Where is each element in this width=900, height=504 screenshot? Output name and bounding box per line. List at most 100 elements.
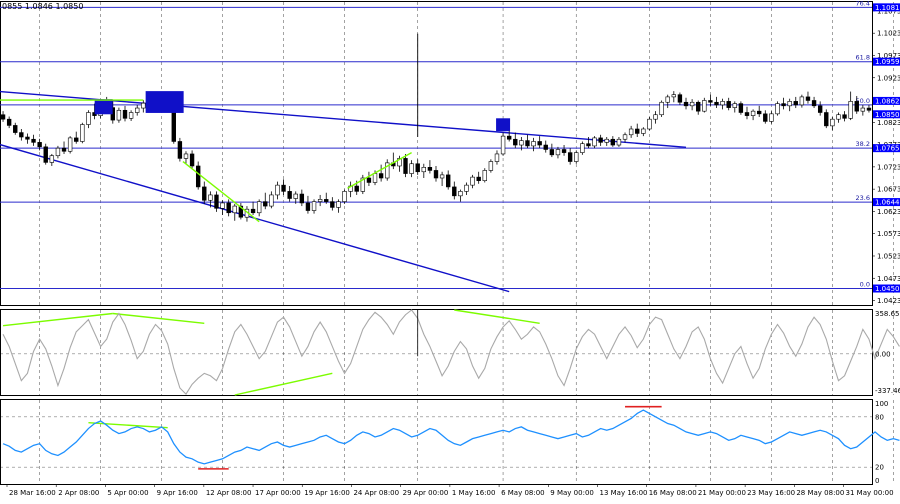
dashed-gridlines [0, 2, 894, 484]
price-box-label-1: 1.0959 [875, 58, 900, 66]
price-box-3 [873, 110, 900, 119]
candle-body-48 [293, 193, 298, 199]
candle-body-34 [208, 194, 213, 201]
candle-body-10 [61, 147, 67, 152]
marker-box-1 [145, 91, 184, 113]
rsi-divergence-line-0 [88, 421, 168, 429]
candle-body-69 [421, 167, 426, 173]
candle-body-115 [702, 100, 707, 112]
candle-body-7 [43, 146, 48, 163]
price-box-2 [873, 96, 900, 105]
candle-body-117 [714, 101, 719, 106]
candle-body-0 [0, 114, 6, 120]
time-label-14: 21 May 00:00 [698, 489, 746, 497]
candle-body-111 [677, 94, 683, 103]
candle-body-121 [738, 103, 744, 113]
fib-label-2: 50.0 [856, 97, 870, 105]
time-label-13: 16 May 08:00 [649, 489, 697, 497]
time-label-2: 5 Apr 00:00 [107, 489, 148, 497]
candle-body-113 [689, 101, 695, 107]
candle-body-92 [561, 149, 567, 153]
candle-body-99 [604, 138, 609, 143]
time-axis: 28 Mar 16:00 2 Apr 08:00 5 Apr 00:00 9 Apr … [6, 484, 894, 497]
oscillator-divergence-line-0 [2, 312, 113, 327]
price-tick-label-2: 1.0973 [877, 52, 900, 60]
candle-body-14 [86, 112, 91, 125]
price-box-label-2: 1.0862 [875, 97, 900, 105]
candle-body-21 [128, 112, 134, 119]
candle-body-42 [256, 201, 262, 214]
time-label-3: 9 Apr 16:00 [157, 489, 198, 497]
candle-body-49 [299, 193, 305, 204]
price-divergence-line-1 [182, 160, 260, 223]
candle-body-130 [793, 101, 798, 106]
candle-body-110 [671, 94, 677, 98]
candle-body-134 [817, 105, 823, 113]
candle-body-114 [696, 101, 701, 112]
candle-body-94 [574, 152, 579, 162]
fib-label-1: 61.8 [856, 54, 870, 62]
candle-body-58 [354, 185, 359, 192]
candle-body-101 [616, 138, 622, 146]
candle-body-122 [744, 112, 750, 116]
candle-body-83 [506, 135, 512, 140]
marker-boxes[interactable] [94, 91, 511, 132]
candle-body-82 [500, 135, 506, 155]
candle-body-90 [549, 149, 555, 156]
candle-body-78 [476, 176, 481, 181]
candle-body-77 [470, 176, 475, 186]
candle-body-33 [202, 186, 207, 201]
price-panel-frame [0, 1, 873, 306]
fib-label-3: 38.2 [856, 140, 870, 148]
oscillator-tick-label-1: 0.00 [875, 350, 891, 358]
candle-body-139 [848, 101, 853, 119]
trendline-0 [0, 90, 687, 148]
candle-body-32 [195, 165, 201, 188]
candle-body-3 [19, 132, 24, 138]
candle-body-112 [683, 101, 689, 107]
candle-body-84 [513, 138, 518, 146]
candle-body-71 [433, 170, 439, 179]
candle-body-97 [592, 137, 597, 147]
candle-body-128 [781, 103, 786, 107]
candle-body-109 [665, 96, 670, 103]
candle-body-13 [80, 124, 85, 142]
rsi-tick-label-3: 0 [875, 477, 879, 485]
divergence-lines[interactable] [0, 99, 540, 429]
candle-body-20 [122, 109, 128, 119]
time-label-10: 6 May 08:00 [501, 489, 545, 497]
candle-body-132 [805, 96, 811, 101]
candle-body-30 [183, 153, 189, 159]
price-divergence-line-2 [347, 151, 412, 189]
price-tick-label-5: 1.0823 [877, 119, 900, 127]
candle-body-72 [439, 174, 445, 179]
candle-body-88 [537, 141, 542, 146]
candle-body-73 [446, 174, 451, 188]
candle-body-89 [543, 144, 548, 150]
price-tick-label-10: 1.0573 [877, 230, 900, 238]
candle-body-116 [708, 100, 713, 103]
price-tick-label-11: 1.0523 [877, 252, 900, 260]
candle-body-46 [281, 184, 286, 192]
price-tick-label-8: 1.0673 [877, 186, 900, 194]
oscillator-divergence-line-3 [454, 309, 540, 324]
candle-body-70 [427, 167, 433, 171]
candle-body-127 [775, 103, 780, 115]
marker-box-2 [496, 118, 511, 132]
candle-body-50 [305, 202, 311, 211]
price-box-label-6: 1.0450 [875, 285, 900, 293]
candle-body-54 [330, 201, 335, 208]
oscillator-tick-label-0: 358.6587 [875, 310, 900, 318]
candle-body-28 [171, 109, 176, 142]
candle-body-66 [403, 158, 408, 174]
candle-body-59 [360, 177, 366, 192]
price-box-label-5: 1.0644 [875, 199, 900, 207]
price-box-5 [873, 198, 900, 207]
candle-body-142 [866, 107, 872, 111]
candle-body-103 [628, 128, 634, 136]
candle-body-136 [830, 118, 835, 127]
time-label-17: 31 May 00:00 [846, 489, 894, 497]
price-tick-label-7: 1.0723 [877, 163, 900, 171]
